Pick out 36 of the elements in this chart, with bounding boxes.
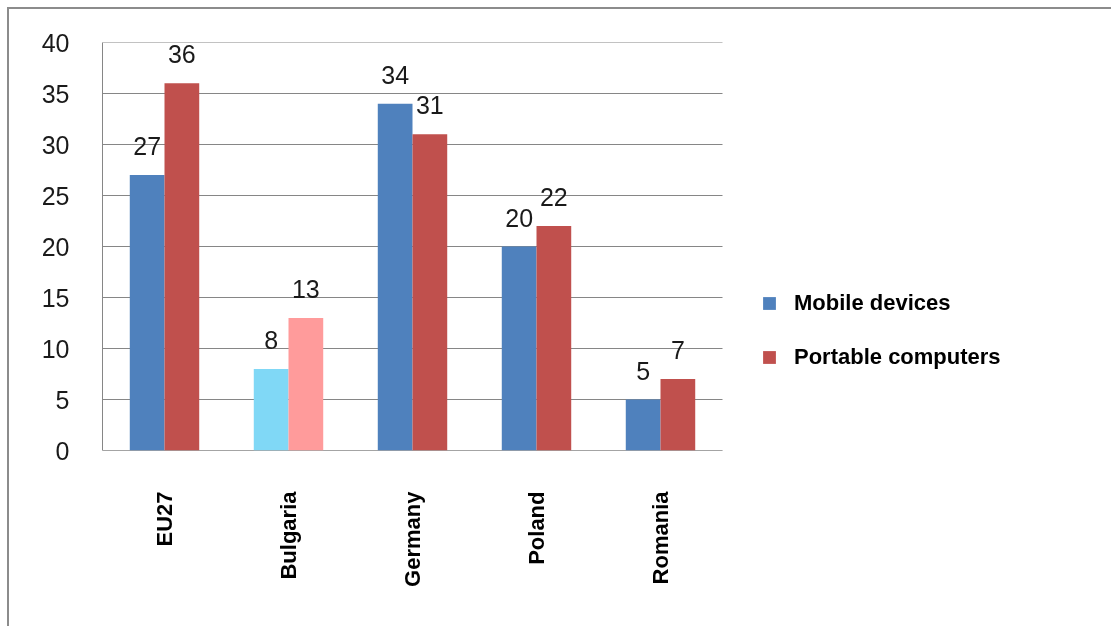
data-label: 5: [636, 356, 651, 385]
data-label: 31: [415, 91, 444, 120]
data-label: 22: [539, 183, 568, 212]
y-tick-label: 10: [41, 334, 70, 363]
bar: [412, 134, 448, 451]
legend-label: Portable computers: [794, 344, 1001, 370]
x-tick-label: EU27: [152, 491, 177, 547]
bar: [129, 175, 165, 451]
y-tick-label: 0: [55, 436, 70, 465]
bar: [253, 368, 289, 451]
bar: [660, 379, 696, 451]
bar: [625, 399, 661, 451]
x-tick-label: Romania: [648, 490, 673, 585]
y-tick-label: 35: [41, 79, 70, 108]
legend-label: Mobile devices: [794, 290, 951, 316]
data-label: 13: [291, 274, 320, 303]
x-tick-label: Poland: [524, 491, 549, 565]
y-tick-label: 25: [41, 181, 70, 210]
data-label: 27: [133, 132, 162, 161]
data-label: 8: [264, 325, 279, 354]
bar: [377, 103, 413, 451]
data-label: 7: [670, 336, 685, 365]
bar: [501, 246, 537, 451]
bar: [536, 226, 572, 451]
y-tick-label: 40: [41, 28, 70, 57]
y-tick-label: 15: [41, 283, 70, 312]
x-tick-label: Germany: [400, 490, 425, 587]
bar: [288, 317, 324, 451]
y-tick-label: 30: [41, 130, 70, 159]
x-tick-label: Bulgaria: [276, 490, 301, 580]
data-label: 34: [381, 60, 410, 89]
y-tick-label: 5: [55, 385, 70, 414]
data-label: 20: [505, 203, 534, 232]
data-label: 36: [167, 40, 196, 69]
bar: [164, 83, 200, 451]
y-tick-label: 20: [41, 232, 70, 261]
